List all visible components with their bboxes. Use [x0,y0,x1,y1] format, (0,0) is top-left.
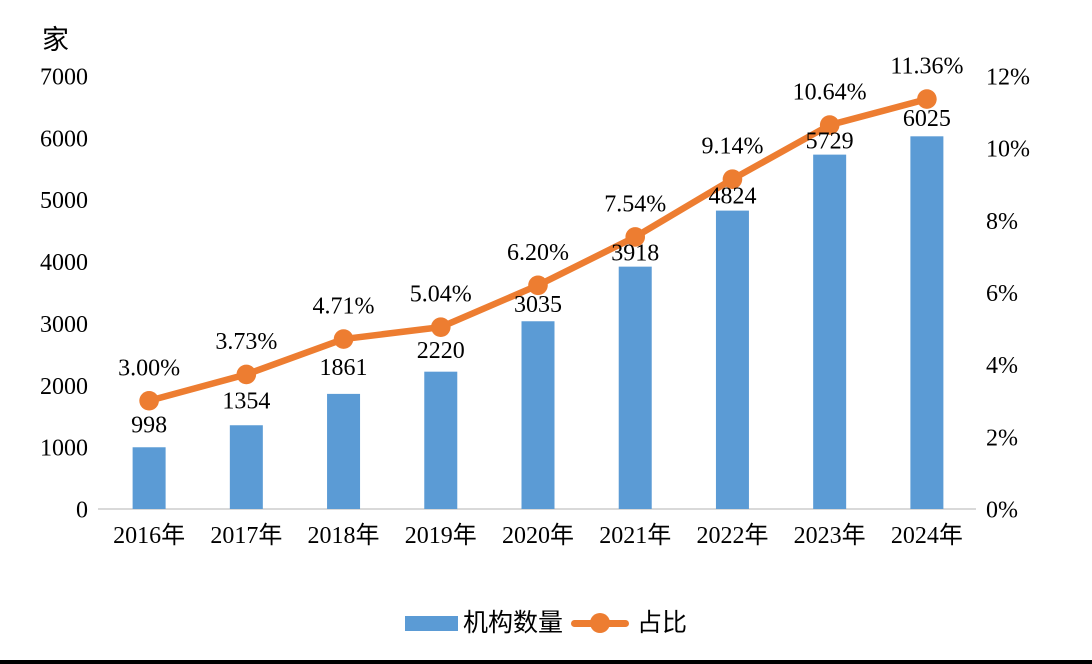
right-axis-tick: 8% [986,209,1018,235]
x-axis-label: 2024年 [891,522,963,549]
line-marker-2020年 [528,275,548,296]
line-value-label: 6.20% [507,240,569,266]
left-axis-tick: 7000 [40,65,88,91]
right-axis-tick: 4% [986,353,1018,379]
right-axis-tick: 0% [986,498,1018,524]
bar-value-label: 5729 [806,128,854,154]
bar-value-label: 1861 [320,355,368,381]
bar-2019年 [424,371,458,509]
left-axis-tick: 0 [76,498,88,524]
right-axis-tick: 10% [986,137,1030,163]
line-value-label: 11.36% [890,54,963,80]
line-marker-2017年 [236,364,257,385]
line-value-label: 3.00% [118,355,180,381]
bar-value-label: 4824 [708,183,756,209]
left-axis-tick: 2000 [40,374,88,400]
bar-value-label: 6025 [903,106,951,132]
left-axis-tick: 4000 [40,250,88,276]
bar-2017年 [229,425,263,509]
line-marker-2022年 [722,169,743,189]
line-marker-2018年 [333,329,354,349]
x-axis-label: 2023年 [794,522,866,549]
legend-label-line-series: 占比 [637,609,688,637]
bar-2022年 [715,210,749,509]
line-value-label: 9.14% [701,134,763,160]
x-axis-label: 2022年 [696,522,768,549]
legend-item-bar-series: 机构数量 [404,609,563,637]
left-axis-tick: 6000 [40,126,88,152]
right-axis-tick: 6% [986,281,1018,307]
line-marker-2019年 [430,317,451,337]
bar-value-label: 1354 [222,388,270,414]
left-axis-tick: 5000 [40,188,88,214]
bottom-border [0,660,1092,664]
legend: 机构数量 占比 [0,607,1092,639]
bar-2024年 [910,136,944,509]
legend-label-bar-series: 机构数量 [462,609,563,637]
bar-2023年 [813,154,847,509]
left-axis-unit-label: 家 [42,25,69,55]
bar-value-label: 3918 [611,240,659,266]
line-swatch-marker-icon [590,613,610,633]
line-marker-2021年 [625,227,646,247]
x-axis-label: 2017年 [210,522,282,549]
line-value-label: 3.73% [215,329,277,355]
line-marker-2023年 [819,115,840,135]
bar-value-label: 998 [131,413,167,439]
line-marker-2016年 [139,390,159,411]
legend-item-line-series: 占比 [568,611,687,636]
x-axis-label: 2021年 [599,522,671,549]
right-axis-tick: 12% [986,65,1030,91]
x-axis-label: 2019年 [405,522,477,549]
line-value-label: 5.04% [410,282,472,308]
bar-series-swatch-icon [404,615,458,631]
bar-2016年 [132,447,166,509]
bar-2018年 [327,393,361,509]
x-axis-label: 2016年 [113,522,185,549]
line-value-label: 4.71% [313,294,375,320]
bar-value-label: 3035 [514,292,562,318]
left-axis-tick: 1000 [40,436,88,462]
bar-value-label: 2220 [417,338,465,364]
right-axis-tick: 2% [986,425,1018,451]
bar-2021年 [618,266,652,509]
bar-2020年 [521,321,555,509]
line-marker-2024年 [917,89,937,109]
line-value-label: 10.64% [793,80,867,106]
x-axis-label: 2018年 [308,522,380,549]
line-value-label: 7.54% [604,191,666,217]
line-series-swatch-icon [571,613,629,633]
x-axis-label: 2020年 [502,522,574,549]
left-axis-tick: 3000 [40,312,88,338]
